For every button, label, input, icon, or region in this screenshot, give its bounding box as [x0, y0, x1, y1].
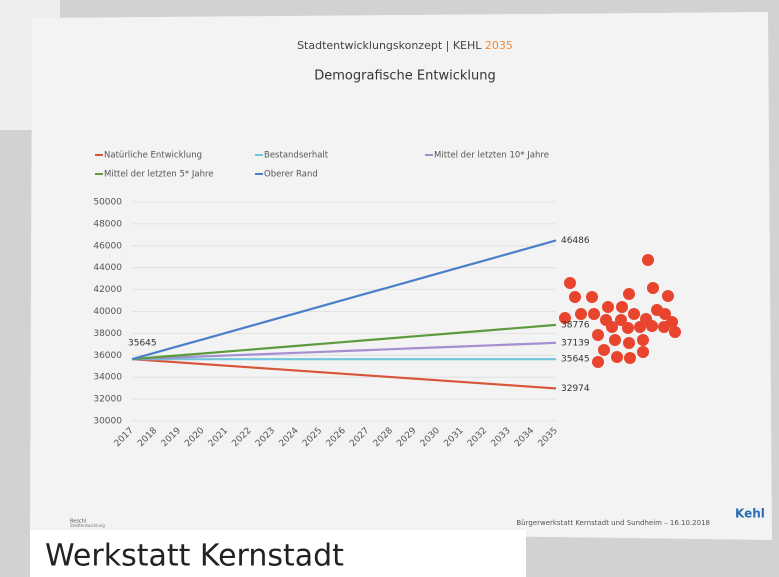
office-sub: Stadtentwicklung — [70, 523, 105, 528]
start-value-label: 35645 — [128, 339, 157, 349]
caption-box — [30, 530, 526, 577]
y-tick-label: 36000 — [93, 351, 122, 361]
end-value-label: 35645 — [561, 355, 590, 365]
y-tick-label: 30000 — [93, 417, 122, 427]
legend-label: Bestandserhalt — [264, 151, 329, 161]
legend-label: Mittel der letzten 5* Jahre — [104, 170, 214, 180]
end-value-label: 46486 — [561, 236, 590, 246]
logo: Kehl — [735, 507, 765, 521]
poster-sheet — [30, 12, 772, 540]
header-year: 2035 — [485, 39, 513, 52]
end-value-label: 37139 — [561, 338, 590, 348]
legend-label: Mittel der letzten 10* Jahre — [434, 151, 549, 161]
office-name: Reschl — [70, 519, 86, 525]
series-line — [131, 341, 557, 361]
header-text: Stadtentwicklungskonzept | KEHL — [297, 39, 482, 52]
end-value-label: 32974 — [561, 384, 590, 394]
y-tick-label: 44000 — [93, 263, 122, 273]
y-tick-label: 50000 — [93, 198, 122, 208]
legend-label: Oberer Rand — [264, 170, 318, 180]
series-line — [131, 358, 557, 390]
chart-title: Demografische Entwicklung — [314, 69, 495, 84]
series-line — [131, 323, 557, 361]
y-tick-label: 48000 — [93, 219, 122, 229]
poster-footer: Bürgerwerkstatt Kernstadt und Sundheim –… — [516, 519, 710, 527]
y-tick-label: 32000 — [93, 395, 122, 405]
y-tick-label: 40000 — [93, 307, 122, 317]
sticker-dots — [559, 254, 681, 368]
y-tick-label: 34000 — [93, 373, 122, 383]
y-tick-label: 38000 — [93, 329, 122, 339]
y-tick-label: 46000 — [93, 241, 122, 251]
y-tick-label: 42000 — [93, 285, 122, 295]
poster-header: Stadtentwicklungskonzept | KEHL 2035 — [297, 39, 513, 52]
end-value-label: 38776 — [561, 320, 590, 330]
caption: Werkstatt Kernstadt — [45, 539, 344, 574]
series-line — [131, 239, 557, 361]
legend-label: Natürliche Entwicklung — [104, 151, 202, 161]
